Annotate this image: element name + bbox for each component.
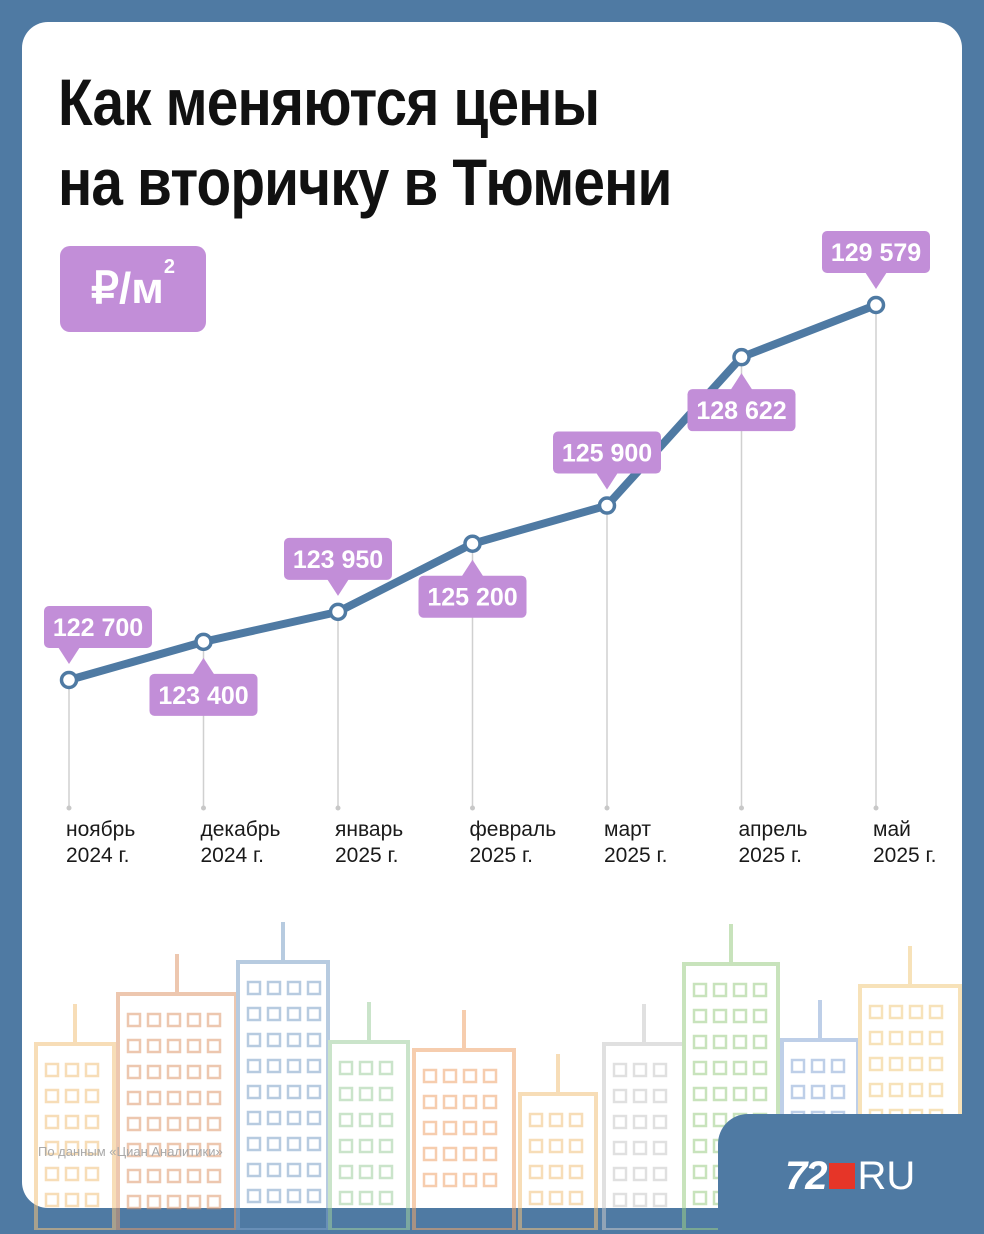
x-tick-label: январь 2025 г. — [335, 818, 403, 867]
x-tick-label: декабрь 2024 г. — [201, 818, 281, 867]
unit-badge: ₽/м2 — [60, 246, 206, 332]
data-point — [597, 496, 617, 515]
guide-dot — [604, 805, 610, 811]
x-tick-label: ноябрь 2024 г. — [66, 818, 135, 867]
title-line-1: Как меняются цены — [58, 65, 600, 139]
data-point — [463, 534, 482, 553]
data-label: 128 622 — [687, 373, 796, 432]
vertical-guide-lines — [66, 305, 879, 811]
x-tick-label: февраль 2025 г. — [470, 818, 557, 867]
data-label-text: 129 579 — [831, 239, 921, 267]
data-label: 123 950 — [284, 537, 392, 596]
data-point — [328, 602, 348, 622]
title-line-2: на вторичку в Тюмени — [58, 145, 672, 219]
guide-dot — [873, 805, 879, 811]
data-label: 123 400 — [149, 657, 258, 716]
data-label-text: 122 700 — [53, 614, 143, 642]
logo-number: 72 — [785, 1154, 827, 1198]
guide-dot — [66, 805, 72, 811]
data-label: 125 200 — [418, 559, 527, 618]
unit-text: ₽/м — [91, 264, 164, 313]
unit-power: 2 — [163, 256, 175, 278]
guide-dot — [739, 805, 744, 811]
data-label: 125 900 — [553, 431, 661, 490]
chart-title: Как меняются цены на вторичку в Тюмени — [58, 62, 672, 222]
data-label: 122 700 — [44, 606, 152, 664]
data-point — [194, 632, 213, 652]
city-skyline-illustration — [34, 922, 962, 1230]
guide-dot — [335, 805, 341, 811]
data-label-text: 125 900 — [562, 440, 652, 468]
x-axis-labels: ноябрь 2024 г. декабрь 2024 г. январь 2025 г.… — [66, 818, 936, 867]
data-point — [732, 347, 751, 367]
data-label-text: 128 622 — [696, 397, 786, 425]
source-note: По данным «Циан Аналитики» — [38, 1144, 223, 1159]
x-tick-label: март 2025 г. — [604, 818, 667, 867]
x-tick-label: май 2025 г. — [873, 818, 936, 867]
data-label: 129 579 — [822, 231, 930, 289]
infographic-card: Как меняются цены на вторичку в Тюмени ₽… — [22, 22, 962, 1208]
data-labels: 122 700 123 400 123 950 125 200 125 900 128 6… — [44, 231, 930, 716]
logo-ru: RU — [857, 1154, 916, 1198]
guide-dot — [201, 805, 206, 811]
data-label-text: 123 950 — [293, 546, 383, 574]
x-tick-label: апрель 2025 г. — [739, 818, 808, 867]
data-point — [866, 295, 886, 315]
guide-dot — [470, 805, 475, 811]
data-label-text: 123 400 — [158, 682, 248, 710]
data-label-text: 125 200 — [427, 584, 517, 612]
site-logo[interactable]: 72 RU — [785, 1154, 915, 1198]
price-series — [59, 295, 886, 690]
data-point — [59, 670, 79, 690]
logo-square-icon — [828, 1163, 855, 1189]
